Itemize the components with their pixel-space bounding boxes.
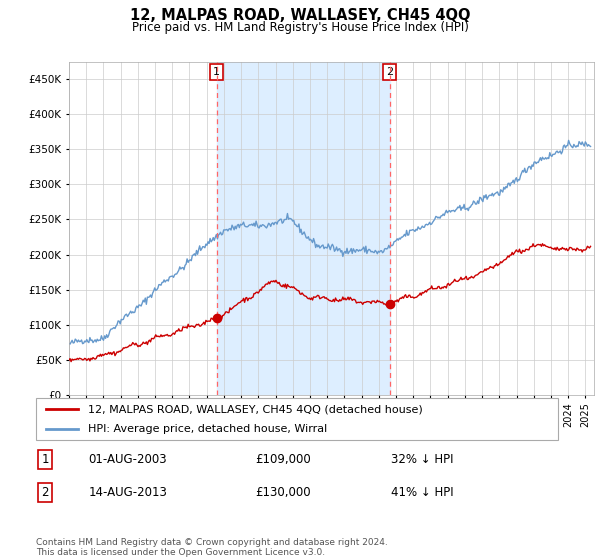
Text: 12, MALPAS ROAD, WALLASEY, CH45 4QQ: 12, MALPAS ROAD, WALLASEY, CH45 4QQ — [130, 8, 470, 24]
Text: 01-AUG-2003: 01-AUG-2003 — [88, 453, 167, 466]
Text: 14-AUG-2013: 14-AUG-2013 — [88, 486, 167, 499]
Bar — [217, 62, 389, 395]
Text: 2: 2 — [41, 486, 49, 499]
Text: £109,000: £109,000 — [255, 453, 311, 466]
Text: 32% ↓ HPI: 32% ↓ HPI — [391, 453, 454, 466]
Text: 41% ↓ HPI: 41% ↓ HPI — [391, 486, 454, 499]
Text: 1: 1 — [213, 67, 220, 77]
Text: 12, MALPAS ROAD, WALLASEY, CH45 4QQ (detached house): 12, MALPAS ROAD, WALLASEY, CH45 4QQ (det… — [88, 404, 423, 414]
Text: £130,000: £130,000 — [255, 486, 311, 499]
Text: 2: 2 — [386, 67, 393, 77]
Text: Contains HM Land Registry data © Crown copyright and database right 2024.
This d: Contains HM Land Registry data © Crown c… — [36, 538, 388, 557]
FancyBboxPatch shape — [36, 398, 558, 440]
Text: 1: 1 — [41, 453, 49, 466]
Text: Price paid vs. HM Land Registry's House Price Index (HPI): Price paid vs. HM Land Registry's House … — [131, 21, 469, 34]
Text: HPI: Average price, detached house, Wirral: HPI: Average price, detached house, Wirr… — [88, 424, 328, 434]
